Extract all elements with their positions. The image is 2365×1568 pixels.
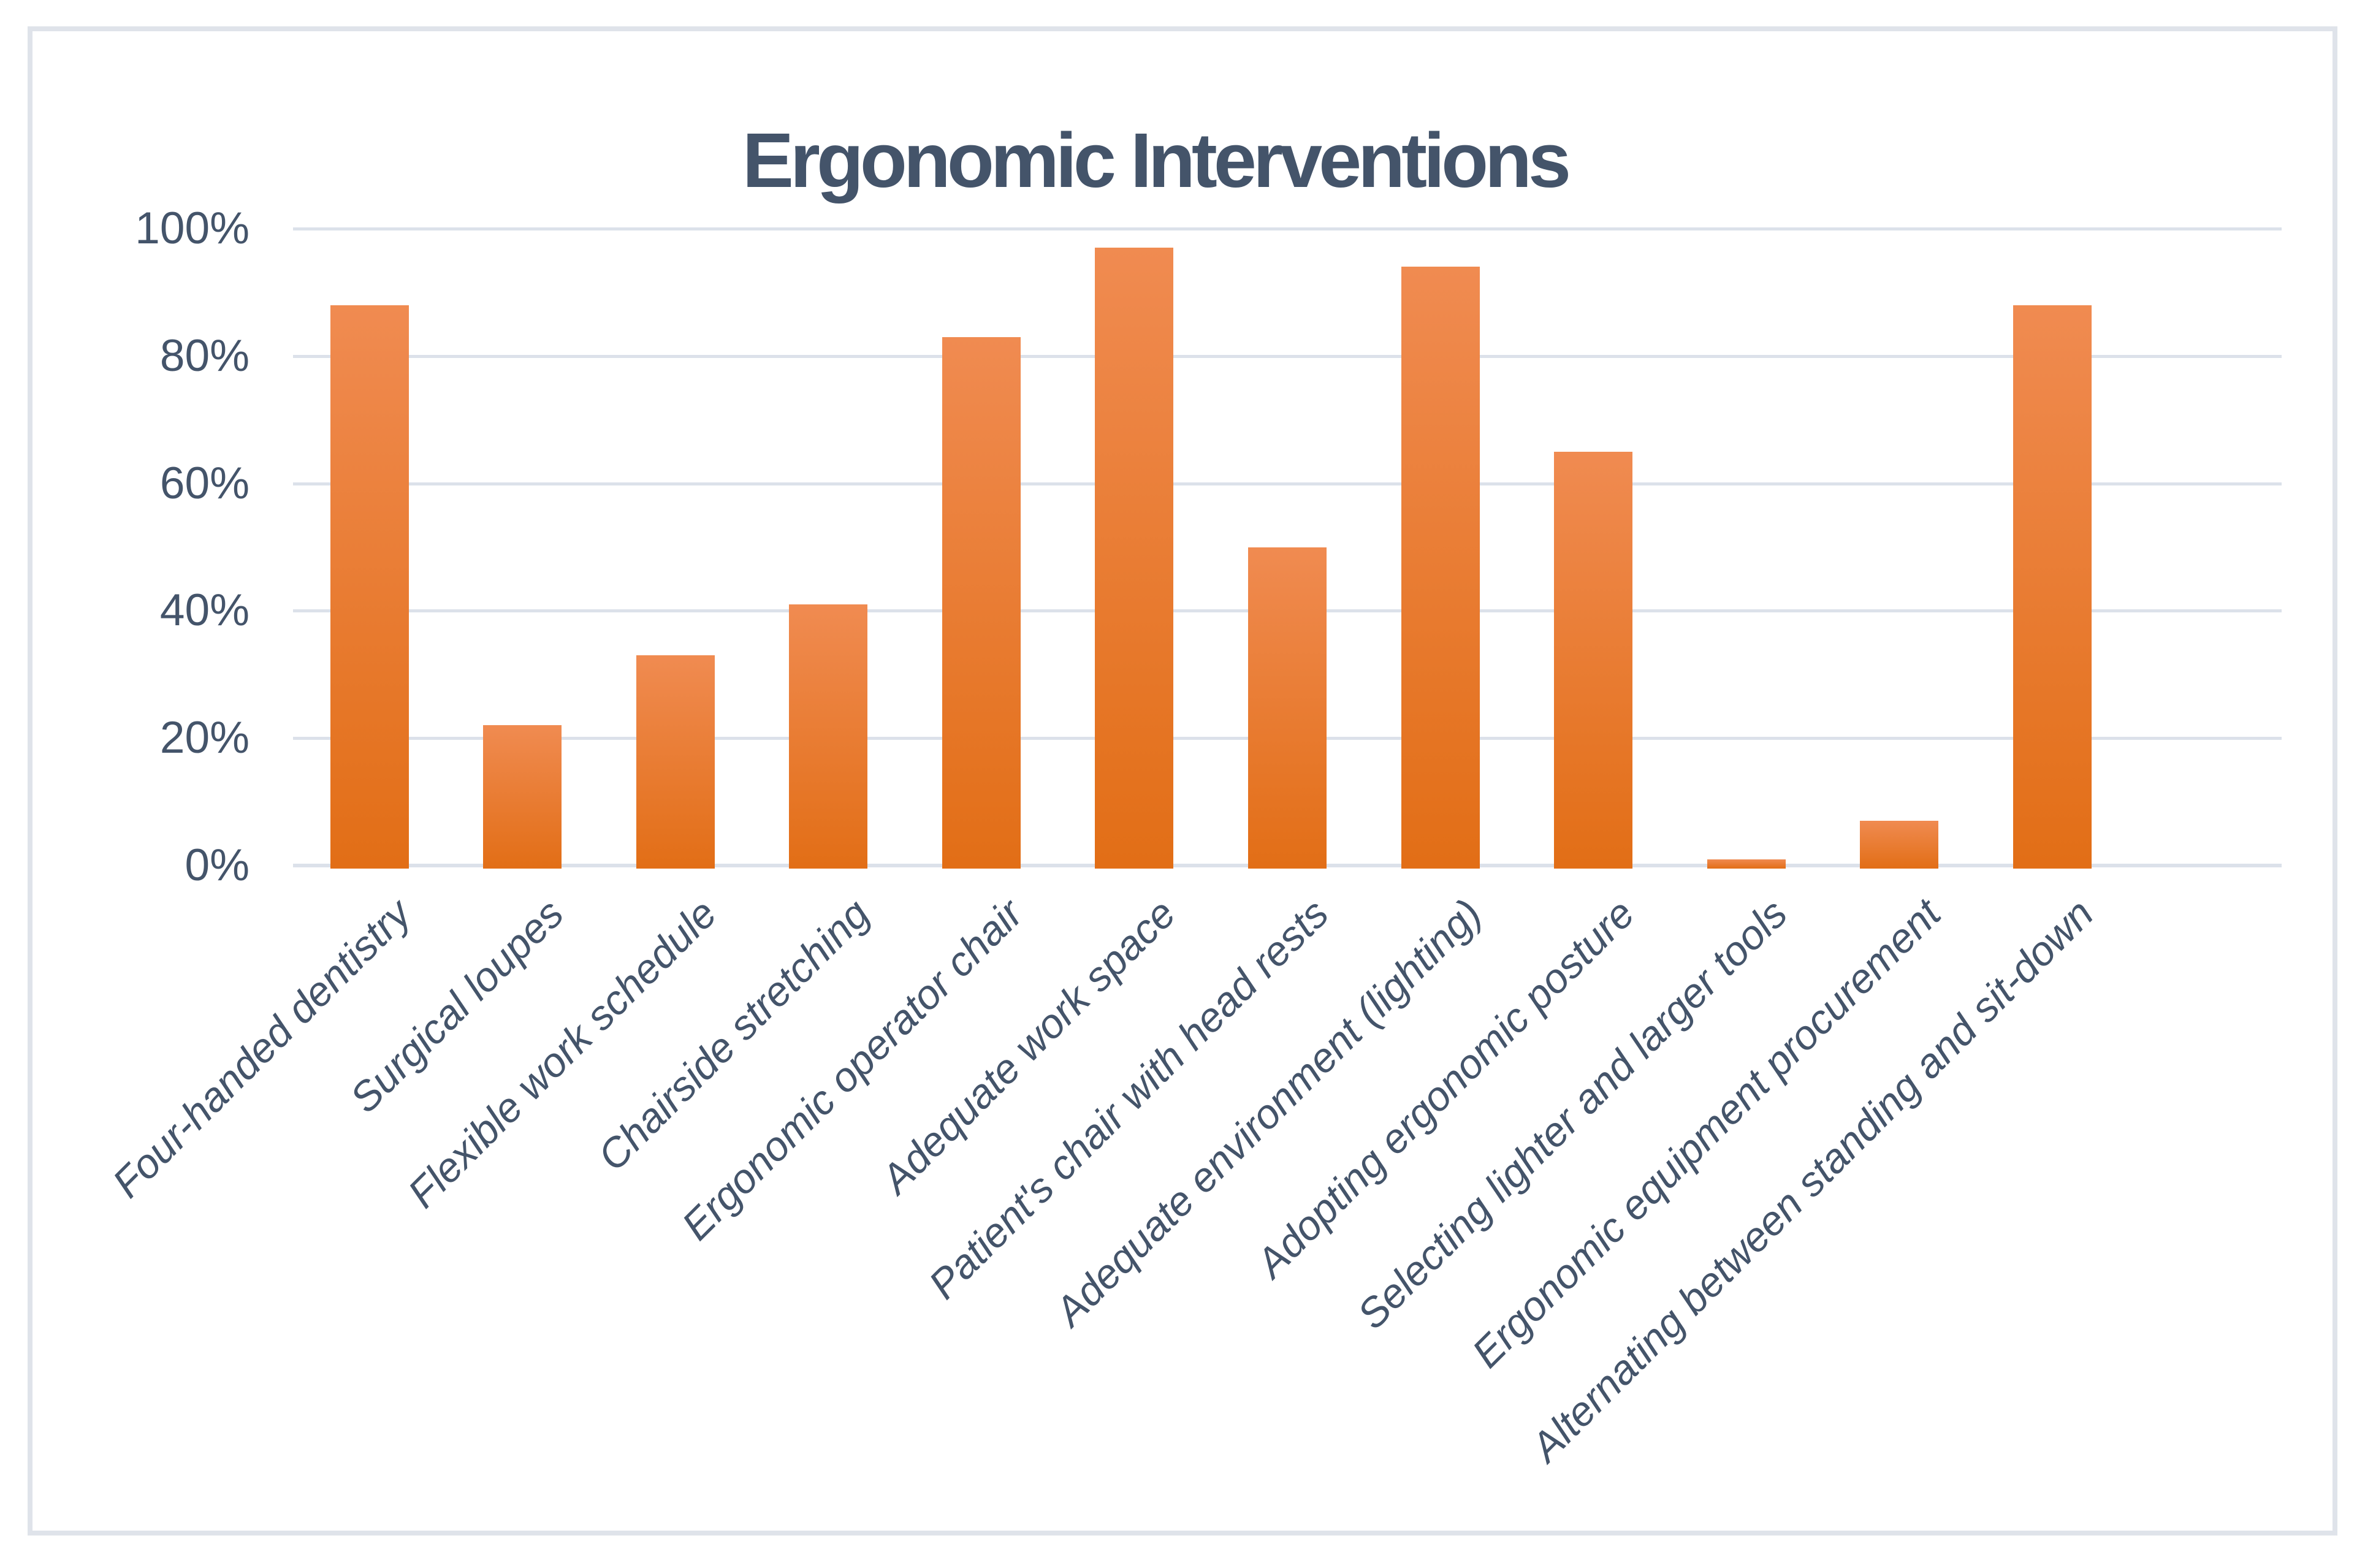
bar-7 xyxy=(1248,547,1327,869)
bar-9 xyxy=(1554,451,1633,869)
bar-5 xyxy=(942,337,1021,869)
bar-10 xyxy=(1707,859,1786,869)
bar-12 xyxy=(2013,305,2092,869)
bar-4 xyxy=(789,604,868,869)
bar-1 xyxy=(330,305,409,869)
chart-frame: Ergonomic Interventions xyxy=(28,26,2337,1536)
y-tick-label-100: 100% xyxy=(135,204,249,253)
y-tick-label-0: 0% xyxy=(185,840,249,890)
chart-title: Ergonomic Interventions xyxy=(742,117,1571,204)
bar-8 xyxy=(1401,267,1480,869)
bar-2 xyxy=(483,725,562,869)
bar-11 xyxy=(1860,821,1939,869)
gridline-80 xyxy=(293,354,2282,358)
y-tick-label-60: 60% xyxy=(159,458,249,508)
gridline-100 xyxy=(293,227,2282,230)
y-tick-label-80: 80% xyxy=(159,330,249,381)
bar-6 xyxy=(1095,248,1174,869)
y-tick-label-20: 20% xyxy=(159,713,249,763)
y-tick-label-40: 40% xyxy=(159,585,249,636)
bar-3 xyxy=(636,655,715,869)
gridline-60 xyxy=(293,482,2282,485)
plot-area xyxy=(293,227,2282,869)
